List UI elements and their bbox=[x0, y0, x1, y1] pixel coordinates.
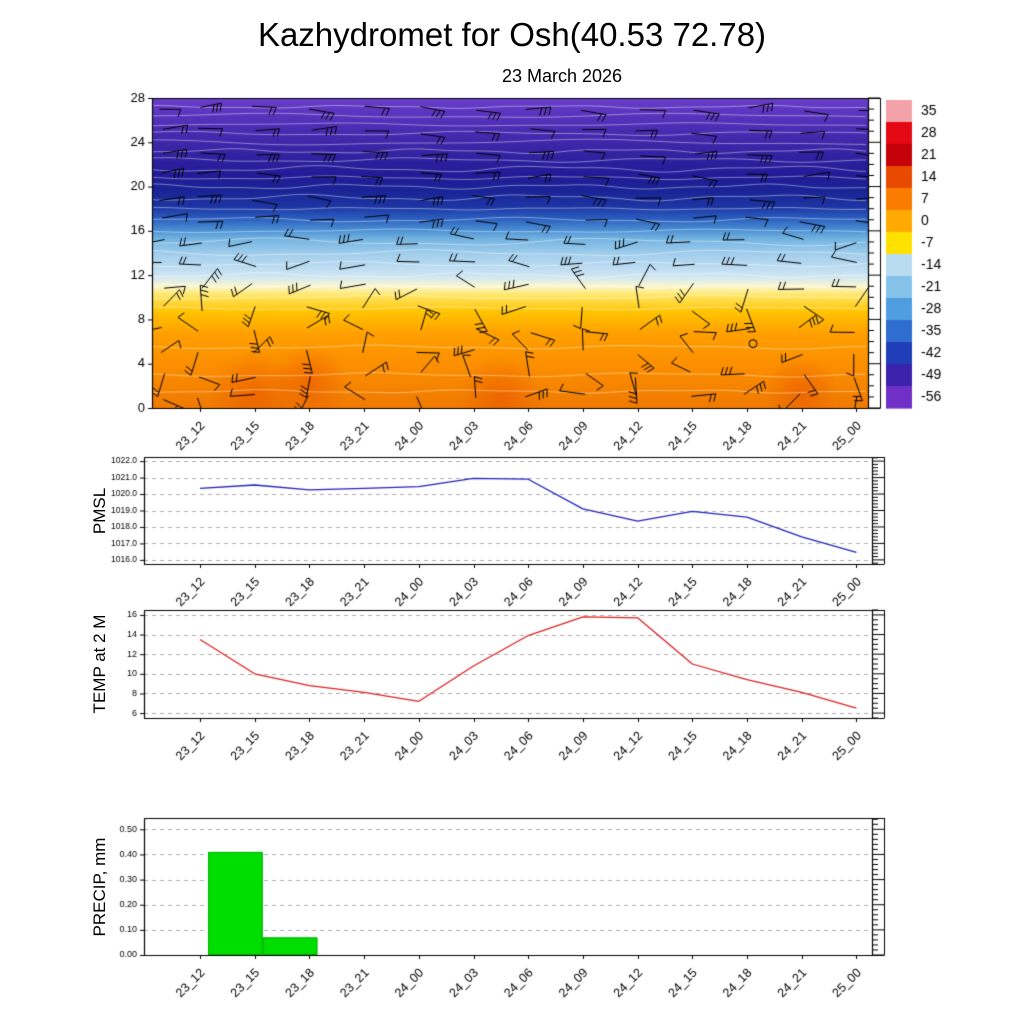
precip-axis-label: PRECIP, mm bbox=[90, 837, 109, 937]
pmsl-axis-label: PMSL bbox=[90, 487, 109, 535]
page-subtitle: 23 March 2026 bbox=[501, 66, 623, 86]
temp-axis-label: TEMP at 2 M bbox=[90, 614, 109, 714]
page-title: Kazhydromet for Osh(40.53 72.78) bbox=[257, 16, 767, 53]
